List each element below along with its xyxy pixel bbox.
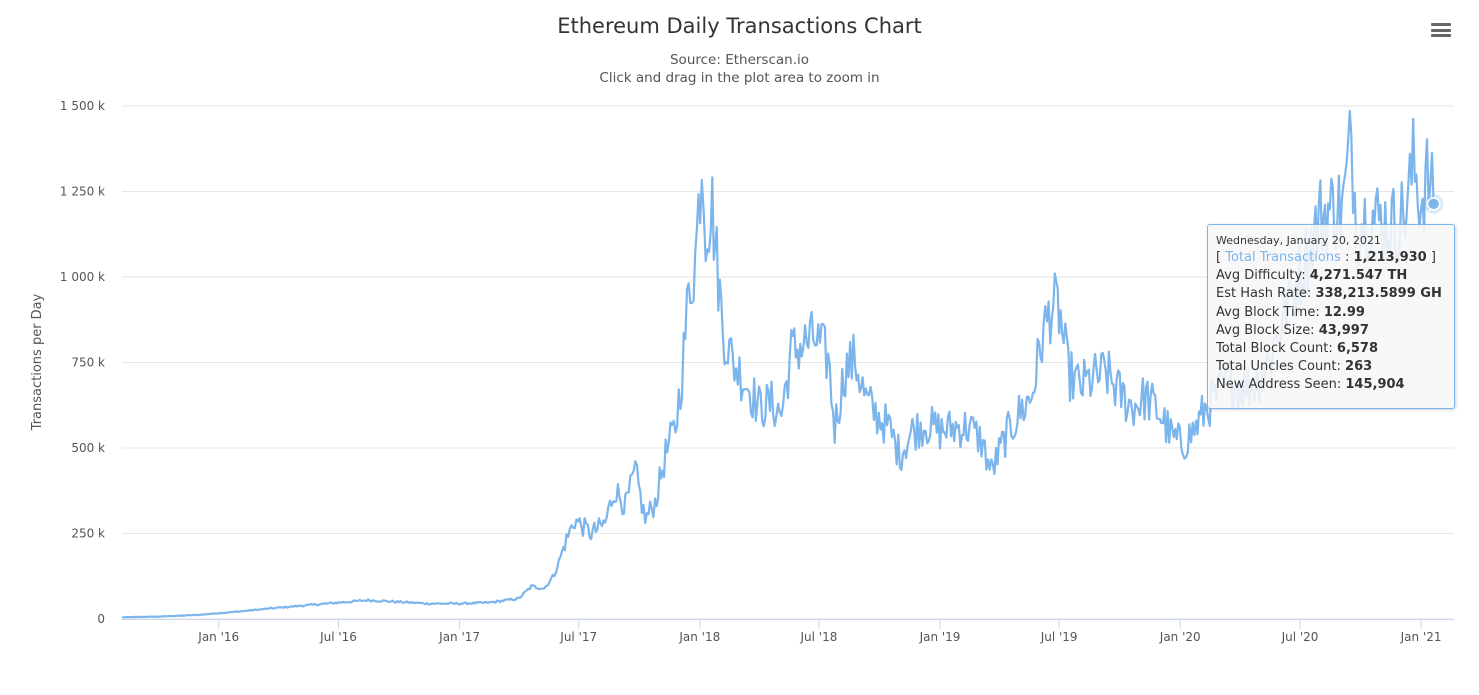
tooltip-row-value: 4,271.547 TH xyxy=(1309,268,1408,284)
y-tick-label: 1 000 k xyxy=(60,270,105,284)
tooltip-row-value: 145,904 xyxy=(1345,377,1405,393)
y-tick-label: 250 k xyxy=(71,527,105,541)
chart-subtitle-source: Source: Etherscan.io xyxy=(669,52,810,68)
x-tick-label: Jan '20 xyxy=(1159,630,1201,644)
tooltip-row: Avg Difficulty: 4,271.547 TH xyxy=(1216,267,1446,285)
x-tick-label: Jan '19 xyxy=(919,630,961,644)
y-axis: 0 250 k 500 k 750 k 1 000 k 1 250 k 1 500 k xyxy=(60,99,105,626)
x-tick-label: Jul '20 xyxy=(1281,630,1319,644)
x-tick-label: Jan '16 xyxy=(197,630,239,644)
tooltip-row-label: Avg Block Time: xyxy=(1216,304,1324,320)
x-tick-label: Jul '19 xyxy=(1040,630,1078,644)
tooltip: Wednesday, January 20, 2021 [ Total Tran… xyxy=(1207,224,1455,409)
tooltip-row-label: Est Hash Rate: xyxy=(1216,286,1316,302)
x-tick-label: Jul '16 xyxy=(319,630,357,644)
y-tick-label: 750 k xyxy=(71,356,105,370)
x-tick-label: Jan '18 xyxy=(678,630,720,644)
tooltip-row: Total Block Count: 6,578 xyxy=(1216,340,1446,358)
hamburger-menu-icon xyxy=(1431,23,1451,26)
tooltip-row-value: 6,578 xyxy=(1336,341,1379,357)
tooltip-rows: Avg Difficulty: 4,271.547 TH Est Hash Rat… xyxy=(1216,267,1446,394)
chart-subtitle-zoom-hint: Click and drag in the plot area to zoom … xyxy=(599,70,880,86)
tooltip-series-row: [ Total Transactions : 1,213,930 ] xyxy=(1216,250,1436,265)
tooltip-row-label: Total Uncles Count: xyxy=(1216,359,1346,375)
y-tick-label: 0 xyxy=(97,612,105,626)
x-tick-label: Jan '17 xyxy=(438,630,480,644)
hover-marker-layer xyxy=(1423,193,1444,214)
tooltip-series-name: Total Transactions xyxy=(1225,250,1341,265)
hover-marker xyxy=(1426,197,1441,211)
tooltip-row-value: 43,997 xyxy=(1318,322,1369,338)
tooltip-row-value: 263 xyxy=(1345,359,1373,375)
tooltip-series-value: 1,213,930 xyxy=(1353,250,1427,265)
context-menu-button[interactable] xyxy=(1424,16,1458,44)
tooltip-row: Est Hash Rate: 338,213.5899 GH xyxy=(1216,285,1446,303)
tooltip-row-label: New Address Seen: xyxy=(1216,377,1346,393)
x-tick-label: Jul '17 xyxy=(559,630,597,644)
tooltip-date: Wednesday, January 20, 2021 xyxy=(1216,234,1381,247)
tooltip-row: Avg Block Size: 43,997 xyxy=(1216,322,1446,340)
hamburger-menu-icon-bar xyxy=(1431,34,1451,37)
tooltip-row-label: Avg Difficulty: xyxy=(1216,268,1310,284)
tooltip-row-value: 12.99 xyxy=(1323,304,1365,320)
y-axis-title: Transactions per Day xyxy=(30,293,45,431)
tooltip-row-label: Avg Block Size: xyxy=(1216,322,1319,338)
tooltip-row: Total Uncles Count: 263 xyxy=(1216,358,1446,376)
tooltip-row: New Address Seen: 145,904 xyxy=(1216,376,1446,394)
hamburger-menu-icon-bar xyxy=(1431,28,1451,32)
chart-title: Ethereum Daily Transactions Chart xyxy=(557,14,922,38)
y-tick-label: 1 500 k xyxy=(60,99,105,113)
x-axis: Jan '16 Jul '16 Jan '17 Jul '17 Jan '18 Jul '… xyxy=(122,619,1454,644)
x-tick-label: Jul '18 xyxy=(799,630,837,644)
tooltip-row-label: Total Block Count: xyxy=(1216,341,1337,357)
tooltip-row: Avg Block Time: 12.99 xyxy=(1216,304,1446,322)
x-tick-label: Jan '21 xyxy=(1400,630,1442,644)
y-tick-label: 1 250 k xyxy=(60,185,105,199)
tooltip-row-value: 338,213.5899 GH xyxy=(1315,286,1442,302)
y-tick-label: 500 k xyxy=(71,441,105,455)
